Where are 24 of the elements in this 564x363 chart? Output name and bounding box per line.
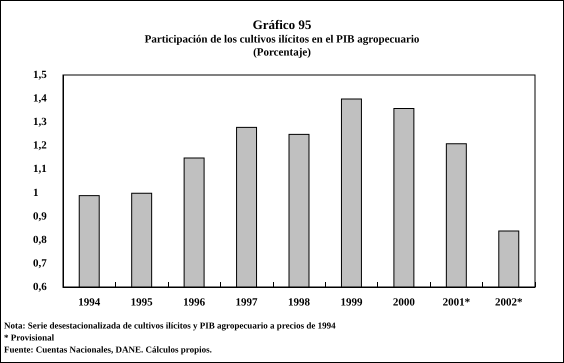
x-tick-label: 1999 — [340, 296, 363, 308]
y-tick-label: 1,4 — [33, 92, 48, 105]
chart-title: Gráfico 95 — [252, 17, 312, 32]
y-tick-label: 0,9 — [33, 210, 48, 222]
text: * Provisional — [4, 332, 55, 342]
x-tick-label: 1995 — [130, 296, 154, 308]
x-tick-label: 2000 — [392, 296, 416, 308]
source-note: Fuente: Cuentas Nacionales, DANE. Cálculos propios. — [4, 344, 212, 354]
x-tick-label: 1998 — [288, 296, 310, 308]
y-tick-label: 0,7 — [33, 257, 48, 270]
y-tick-label: 1,1 — [33, 163, 47, 176]
y-tick-label: 0,8 — [33, 234, 48, 246]
y-tick-label: 1,5 — [33, 69, 48, 81]
y-tick-label: 0,6 — [33, 281, 48, 293]
x-tick-label: 2002* — [495, 296, 524, 308]
x-tick-label: 1994 — [78, 296, 101, 308]
y-tick-label: 1,3 — [33, 116, 48, 128]
x-tick-label: 2001* — [442, 296, 471, 308]
chart-subtitle: Participación de los cultivos ilícitos en el PIB agropecuario (Porcentaje) — [144, 34, 420, 58]
x-tick-label: 1996 — [183, 296, 206, 308]
x-tick-label: 1997 — [236, 296, 258, 308]
y-tick-label: 1,2 — [33, 140, 48, 152]
y-tick-label: 1 — [33, 186, 38, 199]
text: Nota: Serie desestacionalizada de cultivos ilícitos y PIB agropecuario a precios de 1994 — [4, 320, 336, 330]
